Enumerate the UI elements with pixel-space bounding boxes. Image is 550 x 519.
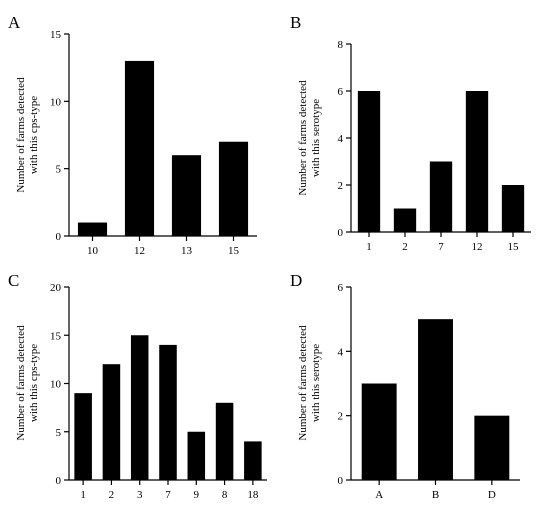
panel-d: D 0 2 4 6 Number of farms detectedwith this s… bbox=[290, 271, 520, 501]
bar bbox=[474, 415, 510, 480]
panel-b: B 0 2 4 6 8 Number of farms detectedwith this … bbox=[290, 13, 531, 253]
y-axis-label-line: with this serotype bbox=[310, 344, 322, 422]
panel-letter: B bbox=[290, 13, 301, 32]
bar bbox=[244, 441, 262, 480]
y-axis-label-line: Number of farms detected bbox=[297, 80, 309, 196]
bar bbox=[215, 402, 234, 480]
bar bbox=[501, 185, 525, 232]
x-tick-label: 1 bbox=[80, 489, 86, 501]
y-tick-label: 8 bbox=[338, 39, 344, 51]
bar bbox=[357, 91, 381, 232]
panel-c: C 0 5 10 15 20 Number of farms detectedwith th… bbox=[8, 271, 267, 501]
x-tick-label: 18 bbox=[247, 489, 259, 501]
bar bbox=[187, 431, 206, 480]
y-tick-label: 0 bbox=[338, 475, 344, 487]
x-tick-label: 3 bbox=[137, 489, 143, 501]
y-axis-label: Number of farms detectedwith this cps-ty… bbox=[15, 325, 40, 441]
y-tick-label: 0 bbox=[56, 231, 62, 243]
x-tick-label: 13 bbox=[181, 245, 193, 257]
bar bbox=[130, 335, 149, 480]
y-tick-label: 0 bbox=[56, 475, 62, 487]
y-tick-label: 4 bbox=[338, 346, 344, 358]
y-axis-label-line: with this cps-type bbox=[28, 344, 40, 422]
x-tick-label: 8 bbox=[222, 489, 228, 501]
y-tick-label: 10 bbox=[50, 96, 62, 108]
x-tick-label: A bbox=[375, 489, 383, 501]
bar bbox=[74, 393, 92, 480]
x-tick-label: 10 bbox=[87, 245, 99, 257]
y-axis-label-line: with this cps-type bbox=[28, 96, 40, 174]
y-tick-label: 10 bbox=[50, 379, 62, 391]
x-tick-label: 2 bbox=[109, 489, 115, 501]
x-tick-label: 2 bbox=[402, 241, 408, 253]
bar bbox=[393, 208, 417, 232]
panel-letter: C bbox=[8, 271, 19, 290]
x-tick-label: 12 bbox=[134, 245, 145, 257]
y-tick-label: 20 bbox=[50, 282, 62, 294]
y-tick-label: 4 bbox=[338, 133, 344, 145]
y-tick-label: 2 bbox=[338, 180, 344, 192]
y-axis-label-line: Number of farms detected bbox=[15, 77, 27, 193]
x-tick-label: 7 bbox=[165, 489, 171, 501]
bar bbox=[361, 383, 397, 480]
x-tick-label: D bbox=[488, 489, 496, 501]
x-tick-label: 15 bbox=[508, 241, 520, 253]
y-tick-label: 0 bbox=[338, 227, 344, 239]
y-tick-label: 15 bbox=[50, 29, 62, 41]
panel-a: A 0 5 10 15 Number of farms detectedwith this… bbox=[8, 13, 257, 257]
bar bbox=[218, 141, 249, 236]
bar bbox=[465, 91, 489, 232]
x-tick-label: 12 bbox=[472, 241, 483, 253]
y-axis-label: Number of farms detectedwith this seroty… bbox=[297, 325, 322, 441]
x-tick-label: 15 bbox=[228, 245, 240, 257]
y-axis-label-line: with this serotype bbox=[310, 99, 322, 177]
bar bbox=[124, 60, 155, 236]
y-axis-label-line: Number of farms detected bbox=[15, 325, 27, 441]
y-tick-label: 15 bbox=[50, 330, 62, 342]
y-tick-label: 2 bbox=[338, 411, 344, 423]
y-tick-label: 6 bbox=[338, 86, 344, 98]
y-axis-label: Number of farms detectedwith this cps-ty… bbox=[15, 77, 40, 193]
bar bbox=[77, 222, 108, 236]
bar bbox=[159, 344, 177, 480]
bar bbox=[418, 319, 453, 480]
y-tick-label: 6 bbox=[338, 282, 344, 294]
y-tick-label: 5 bbox=[56, 427, 62, 439]
bar bbox=[102, 364, 121, 480]
panel-letter: A bbox=[8, 13, 21, 32]
panel-letter: D bbox=[290, 271, 302, 290]
x-tick-label: 1 bbox=[366, 241, 372, 253]
y-tick-label: 5 bbox=[56, 164, 62, 176]
bar bbox=[171, 155, 202, 236]
x-tick-label: B bbox=[432, 489, 439, 501]
y-axis-label-line: Number of farms detected bbox=[297, 325, 309, 441]
bar bbox=[429, 161, 453, 232]
y-axis-label: Number of farms detectedwith this seroty… bbox=[297, 80, 322, 196]
x-tick-label: 9 bbox=[194, 489, 200, 501]
x-tick-label: 7 bbox=[438, 241, 444, 253]
